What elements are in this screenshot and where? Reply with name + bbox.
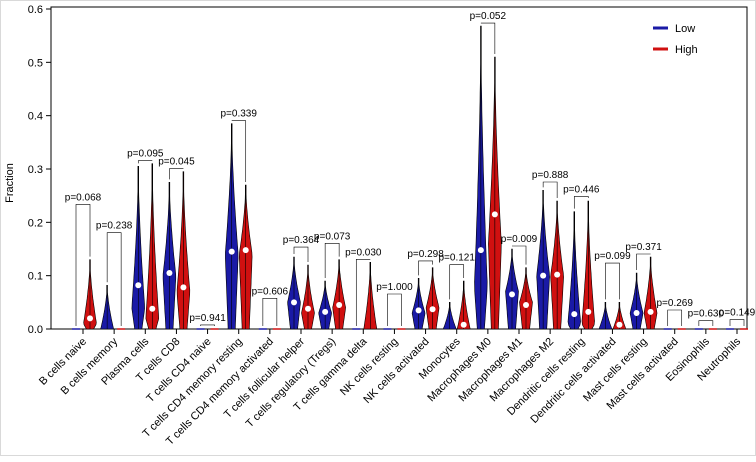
median-dot <box>87 315 93 322</box>
median-dot <box>228 248 235 255</box>
p-value-label: p=0.121 <box>438 253 475 264</box>
p-value-label: p=0.888 <box>532 170 569 181</box>
bracket <box>698 320 714 326</box>
y-tick-label: 0.6 <box>28 4 43 16</box>
p-value-label: p=0.364 <box>283 235 320 246</box>
median-dot <box>509 291 515 298</box>
y-tick-label: 0.4 <box>28 111 43 123</box>
p-value-label: p=0.149 <box>719 308 756 319</box>
bracket <box>262 297 278 326</box>
p-value-label: p=0.099 <box>594 251 631 262</box>
median-dot <box>135 282 142 289</box>
bracket <box>231 120 247 182</box>
bracket <box>512 245 527 265</box>
median-dot <box>291 299 297 306</box>
p-value-label: p=0.045 <box>158 157 195 168</box>
p-value-label: p=0.941 <box>189 313 226 324</box>
violins <box>72 25 748 330</box>
bracket <box>605 262 620 300</box>
bracket <box>169 168 184 180</box>
bracket <box>667 309 683 326</box>
bracket <box>75 204 91 326</box>
median-dot <box>242 247 249 254</box>
median-dot <box>336 302 343 308</box>
median-dot <box>647 308 654 315</box>
bracket <box>418 260 433 276</box>
legend-label: High <box>675 44 698 56</box>
bracket <box>387 293 402 326</box>
median-dot <box>585 308 592 315</box>
bracket <box>542 181 558 198</box>
median-dot <box>616 321 623 328</box>
y-tick-label: 0.5 <box>28 57 43 69</box>
p-value-label: p=0.298 <box>407 249 444 260</box>
bracket <box>293 246 309 262</box>
y-tick-label: 0.2 <box>28 217 43 229</box>
bracket <box>137 160 153 164</box>
p-value-label: p=0.446 <box>563 184 600 195</box>
median-dot <box>429 306 436 313</box>
bracket <box>200 324 215 326</box>
p-value-label: p=0.068 <box>65 192 102 203</box>
y-tick-label: 0.3 <box>28 164 43 176</box>
bracket <box>636 253 651 270</box>
median-dot <box>477 247 484 254</box>
median-dot <box>540 272 547 279</box>
median-dot <box>460 321 467 328</box>
p-value-label: p=0.073 <box>314 231 351 242</box>
median-dot <box>166 270 173 276</box>
y-axis-label: Fraction <box>4 163 16 203</box>
median-dot <box>149 305 156 312</box>
p-value-label: p=0.030 <box>345 247 382 258</box>
bracket <box>729 319 745 326</box>
median-dot <box>415 307 422 314</box>
median-dot <box>322 308 329 315</box>
p-value-label: p=0.630 <box>688 309 725 320</box>
bracket <box>355 259 371 326</box>
p-value-label: p=0.095 <box>127 149 164 160</box>
p-value-label: p=0.052 <box>470 11 507 22</box>
p-value-label: p=0.238 <box>96 221 133 232</box>
legend-label: Low <box>675 23 695 35</box>
p-value-label: p=0.371 <box>625 242 662 253</box>
p-value-label: p=0.606 <box>252 286 289 297</box>
bracket <box>573 196 589 209</box>
p-value-label: p=0.269 <box>656 298 693 309</box>
p-value-label: p=0.009 <box>501 234 538 245</box>
median-dot <box>554 271 561 278</box>
legend: Low High <box>653 23 698 56</box>
p-value-label: p=0.339 <box>220 109 257 120</box>
bracket <box>324 243 340 278</box>
median-dot <box>633 310 640 316</box>
median-dot <box>180 284 187 291</box>
p-value-label: p=1.000 <box>376 282 413 293</box>
median-dot <box>571 311 578 318</box>
y-tick-label: 0.1 <box>28 271 43 283</box>
y-tick-label: 0.0 <box>28 324 43 336</box>
bracket <box>480 22 496 54</box>
median-dot <box>523 302 529 308</box>
bracket <box>106 232 122 326</box>
bracket <box>449 264 465 300</box>
median-dot <box>491 211 498 218</box>
median-dot <box>305 305 311 312</box>
